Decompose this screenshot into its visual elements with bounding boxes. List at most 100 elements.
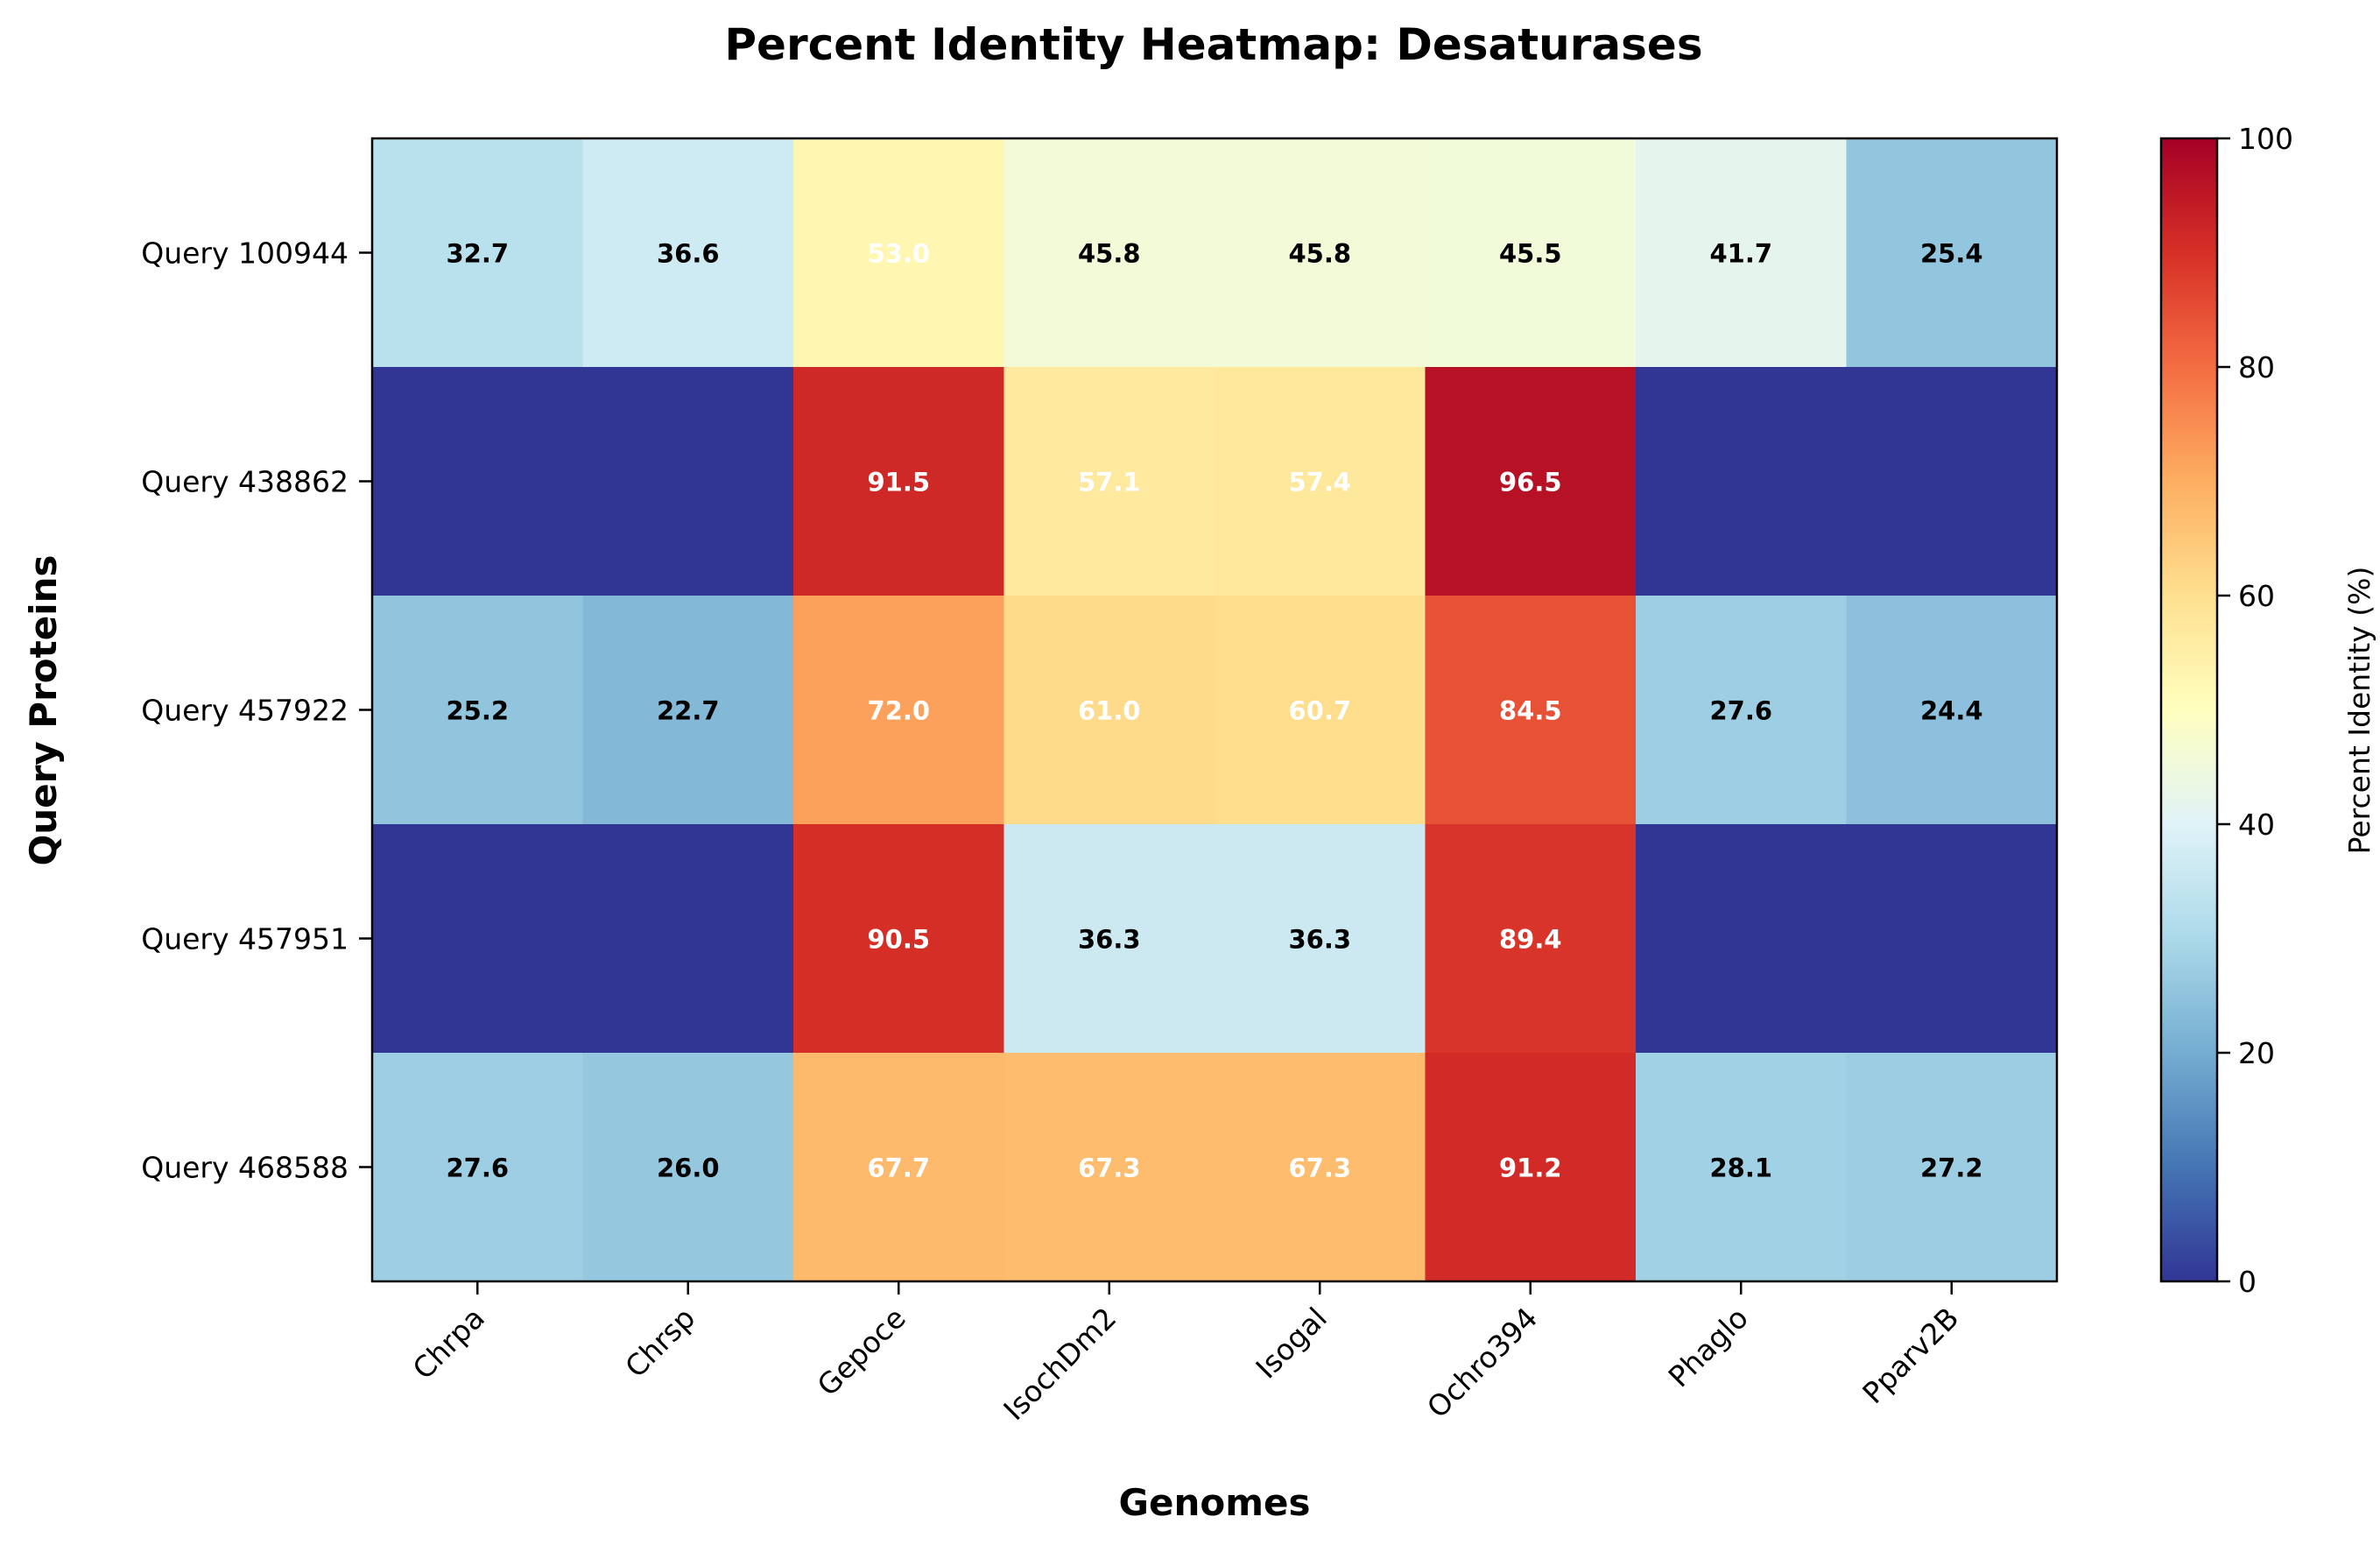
colorbar-tick-label: 60 xyxy=(2238,579,2275,613)
cell-value-label: 60.7 xyxy=(1288,696,1351,726)
heatmap-cell xyxy=(372,367,583,596)
heatmap-cell xyxy=(1846,1053,2058,1282)
colorbar-tick-label: 20 xyxy=(2238,1036,2275,1070)
heatmap-cell xyxy=(582,596,794,825)
heatmap-cell xyxy=(1003,367,1215,596)
cell-value-label: 27.2 xyxy=(1920,1153,1983,1183)
heatmap-cell xyxy=(582,367,794,596)
heatmap-cell xyxy=(582,824,794,1054)
cell-value-label: 89.4 xyxy=(1499,925,1562,955)
x-tick-label: IsochDm2 xyxy=(996,1301,1123,1427)
x-tick-label: Chrpa xyxy=(406,1301,491,1386)
cell-value-label: 45.8 xyxy=(1078,239,1141,269)
y-tick-label: Query 457922 xyxy=(141,694,349,728)
heatmap-cell xyxy=(1425,138,1637,368)
heatmap-cell xyxy=(793,596,1004,825)
heatmap-cell xyxy=(793,367,1004,596)
colorbar-ticks: 0 20 40 60 80 100 xyxy=(2217,122,2293,1299)
cell-value-label: 84.5 xyxy=(1499,696,1562,726)
heatmap-cell xyxy=(372,1053,583,1282)
cell-value-label: 45.8 xyxy=(1288,239,1351,269)
cell-value-label: 32.7 xyxy=(446,239,509,269)
heatmap-cell xyxy=(1215,596,1426,825)
heatmap-cell xyxy=(1636,596,1847,825)
cell-value-label: 24.4 xyxy=(1920,696,1983,726)
y-tick-label: Query 468588 xyxy=(141,1151,349,1185)
heatmap-cell xyxy=(1215,1053,1426,1282)
heatmap-cell xyxy=(1425,824,1637,1054)
colorbar: 0 20 40 60 80 100 Percent Identity (%) xyxy=(2159,122,2376,1299)
heatmap-cell xyxy=(1846,596,2058,825)
colorbar-tick-label: 100 xyxy=(2238,122,2293,156)
colorbar-tick-label: 0 xyxy=(2238,1265,2257,1299)
y-tick-label: Query 100944 xyxy=(141,236,349,271)
y-tick-label: Query 438862 xyxy=(141,465,349,499)
heatmap-cell xyxy=(1846,824,2058,1054)
heatmap-cell xyxy=(1425,367,1637,596)
heatmap-cell xyxy=(582,138,794,368)
x-axis-label: Genomes xyxy=(1119,1481,1311,1524)
heatmap-cell xyxy=(1003,596,1215,825)
cell-value-label: 67.3 xyxy=(1078,1153,1141,1183)
cell-value-label: 25.4 xyxy=(1920,239,1983,269)
heatmap-cell xyxy=(1215,138,1426,368)
cell-value-label: 72.0 xyxy=(867,696,930,726)
cell-value-label: 57.4 xyxy=(1288,468,1351,497)
heatmap-cell xyxy=(1425,596,1637,825)
cell-value-label: 36.6 xyxy=(657,239,720,269)
heatmap-cell xyxy=(1425,1053,1637,1282)
colorbar-gradient xyxy=(2159,137,2219,1283)
x-tick-label: Chrsp xyxy=(618,1301,701,1384)
cell-value-label: 61.0 xyxy=(1078,696,1141,726)
cell-value-label: 27.6 xyxy=(1709,696,1772,726)
x-tick-label: Gepoce xyxy=(811,1301,912,1402)
x-tick-label: Pparv2B xyxy=(1855,1301,1965,1410)
heatmap-cell xyxy=(793,1053,1004,1282)
heatmap-cell xyxy=(1003,1053,1215,1282)
heatmap-cell xyxy=(1846,138,2058,368)
cell-value-label: 53.0 xyxy=(867,239,930,269)
heatmap-cell xyxy=(793,138,1004,368)
y-axis-ticks: Query 100944 Query 438862 Query 457922 Quer… xyxy=(141,236,372,1185)
heatmap-cell xyxy=(1003,138,1215,368)
heatmap-cell xyxy=(372,824,583,1054)
cell-value-label: 67.7 xyxy=(867,1153,930,1183)
heatmap-cell xyxy=(1636,138,1847,368)
cell-value-label: 22.7 xyxy=(657,696,720,726)
colorbar-tick-label: 80 xyxy=(2238,350,2275,384)
cell-value-label: 45.5 xyxy=(1499,239,1562,269)
heatmap-cell xyxy=(1003,824,1215,1054)
cell-value-label: 26.0 xyxy=(657,1153,720,1183)
heatmap-cell xyxy=(1215,367,1426,596)
heatmap-cell-labels: 32.7 36.6 53.0 45.8 45.8 45.5 41.7 25.4 91.5 57.1… xyxy=(446,239,1982,1183)
heatmap-cell xyxy=(1636,367,1847,596)
cell-value-label: 57.1 xyxy=(1078,468,1141,497)
heatmap-cell xyxy=(1636,1053,1847,1282)
cell-value-label: 96.5 xyxy=(1499,468,1562,497)
cell-value-label: 91.2 xyxy=(1499,1153,1562,1183)
y-tick-label: Query 457951 xyxy=(141,922,349,956)
cell-value-label: 28.1 xyxy=(1709,1153,1772,1183)
cell-value-label: 90.5 xyxy=(867,925,930,955)
cell-value-label: 41.7 xyxy=(1709,239,1772,269)
heatmap-cells xyxy=(372,138,2058,1282)
heatmap-cell xyxy=(1215,824,1426,1054)
cell-value-label: 67.3 xyxy=(1288,1153,1351,1183)
y-axis-label: Query Proteins xyxy=(22,554,65,865)
heatmap-cell xyxy=(372,596,583,825)
chart-title: Percent Identity Heatmap: Desaturases xyxy=(724,19,1702,70)
heatmap-cell xyxy=(793,824,1004,1054)
x-tick-label: Isogal xyxy=(1249,1301,1333,1385)
x-tick-label: Phaglo xyxy=(1662,1301,1755,1393)
heatmap-cell xyxy=(372,138,583,368)
heatmap-cell xyxy=(1846,367,2058,596)
colorbar-tick-label: 40 xyxy=(2238,808,2275,842)
x-axis-ticks: Chrpa Chrsp Gepoce IsochDm2 Isogal Ochro394 Ph… xyxy=(406,1281,1965,1427)
cell-value-label: 91.5 xyxy=(867,468,930,497)
cell-value-label: 36.3 xyxy=(1288,925,1351,955)
x-tick-label: Ochro394 xyxy=(1420,1301,1544,1424)
heatmap-cell xyxy=(582,1053,794,1282)
cell-value-label: 36.3 xyxy=(1078,925,1141,955)
cell-value-label: 25.2 xyxy=(446,696,509,726)
